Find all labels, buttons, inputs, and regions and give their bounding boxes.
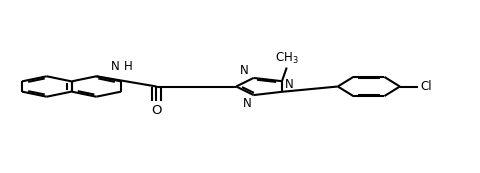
Text: CH$_3$: CH$_3$	[275, 51, 299, 66]
Text: H: H	[124, 60, 133, 72]
Text: N: N	[242, 97, 251, 110]
Text: O: O	[151, 104, 162, 117]
Text: Cl: Cl	[420, 80, 432, 93]
Text: N: N	[285, 78, 294, 91]
Text: N: N	[110, 60, 119, 73]
Text: N: N	[240, 64, 249, 77]
